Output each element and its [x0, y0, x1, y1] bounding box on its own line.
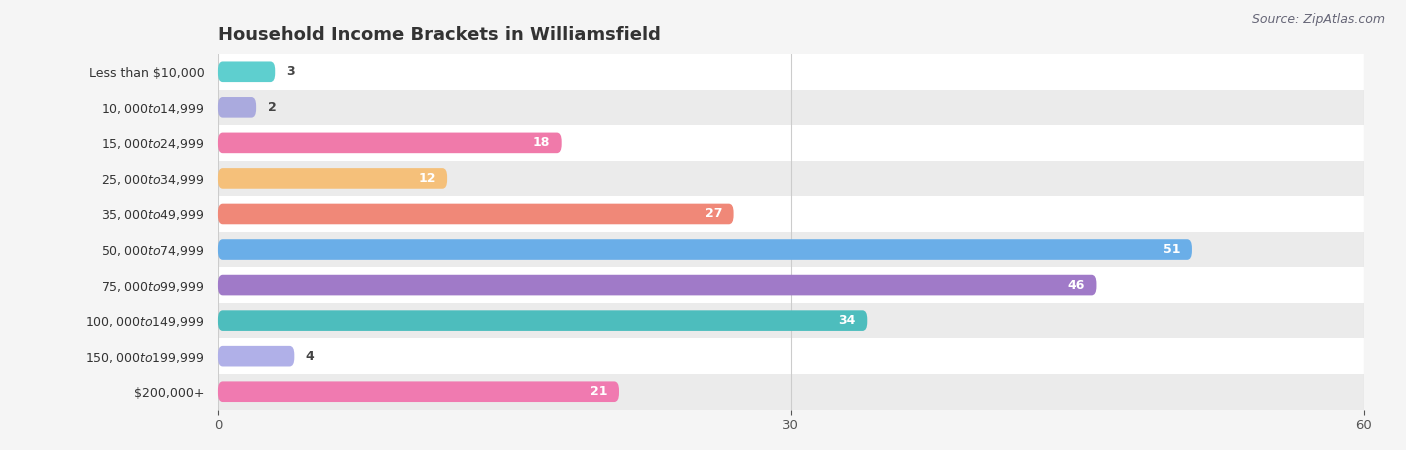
Text: 18: 18 — [533, 136, 550, 149]
Text: Source: ZipAtlas.com: Source: ZipAtlas.com — [1251, 14, 1385, 27]
FancyBboxPatch shape — [218, 168, 447, 189]
Text: Household Income Brackets in Williamsfield: Household Income Brackets in Williamsfie… — [218, 26, 661, 44]
Bar — [218, 125, 1364, 161]
Text: 46: 46 — [1067, 279, 1085, 292]
FancyBboxPatch shape — [218, 62, 276, 82]
FancyBboxPatch shape — [218, 97, 256, 117]
Bar — [218, 54, 1364, 90]
FancyBboxPatch shape — [218, 204, 734, 224]
Text: 27: 27 — [704, 207, 723, 220]
Bar — [218, 196, 1364, 232]
Bar — [218, 161, 1364, 196]
Bar — [218, 303, 1364, 338]
Text: 3: 3 — [287, 65, 295, 78]
FancyBboxPatch shape — [218, 239, 1192, 260]
Text: 2: 2 — [267, 101, 277, 114]
FancyBboxPatch shape — [218, 133, 561, 153]
Text: 4: 4 — [305, 350, 315, 363]
Text: 34: 34 — [838, 314, 856, 327]
FancyBboxPatch shape — [218, 382, 619, 402]
Bar — [218, 374, 1364, 410]
Bar — [218, 267, 1364, 303]
FancyBboxPatch shape — [218, 310, 868, 331]
FancyBboxPatch shape — [218, 275, 1097, 295]
Text: 21: 21 — [591, 385, 607, 398]
Bar — [218, 232, 1364, 267]
Text: 51: 51 — [1163, 243, 1181, 256]
Bar — [218, 338, 1364, 374]
FancyBboxPatch shape — [218, 346, 294, 366]
Text: 12: 12 — [418, 172, 436, 185]
Bar — [218, 90, 1364, 125]
